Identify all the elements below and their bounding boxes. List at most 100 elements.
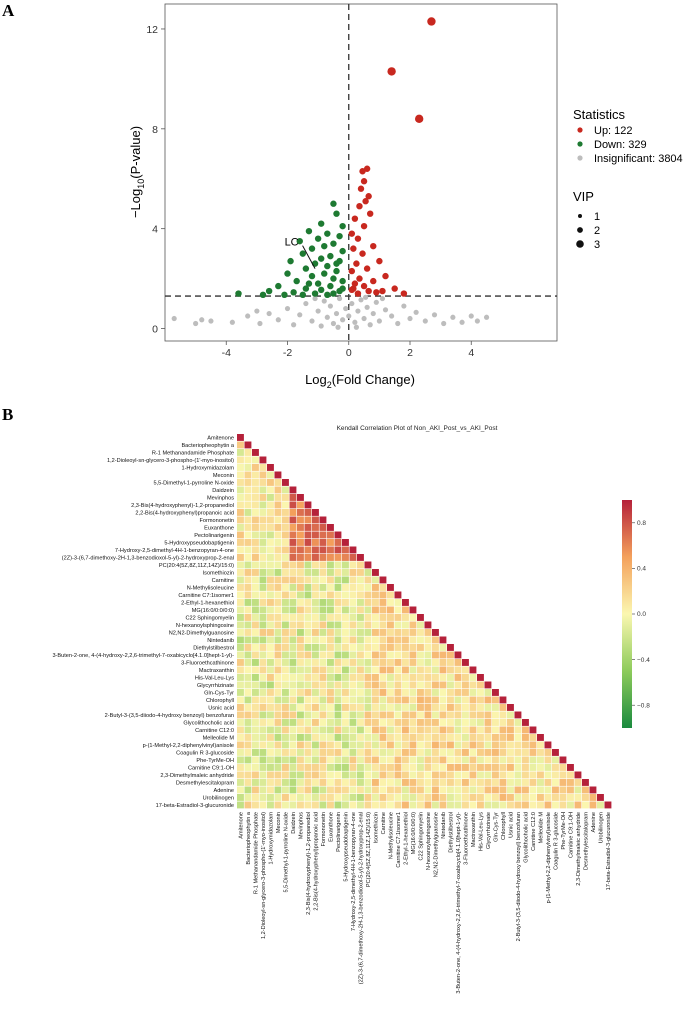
heatmap-cell bbox=[297, 651, 304, 659]
heatmap-cell bbox=[582, 779, 589, 786]
heatmap-column-label: Carnitine bbox=[381, 812, 387, 834]
point-down bbox=[265, 287, 273, 295]
heatmap-cell bbox=[387, 674, 394, 681]
heatmap-cell bbox=[372, 569, 379, 576]
heatmap-cell bbox=[499, 749, 507, 756]
heatmap-cell bbox=[454, 741, 462, 749]
point-down bbox=[324, 262, 331, 270]
heatmap-cell bbox=[259, 689, 267, 696]
heatmap-cell bbox=[342, 554, 349, 561]
legend-swatch bbox=[577, 155, 583, 161]
vip-legend: VIP 123 bbox=[573, 189, 600, 251]
heatmap-cell bbox=[297, 599, 304, 606]
heatmap-cell bbox=[319, 621, 327, 629]
heatmap-cell bbox=[379, 726, 387, 734]
heatmap-cell bbox=[327, 569, 334, 576]
heatmap-cell bbox=[282, 651, 289, 659]
heatmap-cell bbox=[439, 651, 447, 659]
heatmap-cell bbox=[432, 711, 439, 719]
point-insignificant bbox=[376, 318, 382, 324]
heatmap-cell bbox=[424, 711, 432, 719]
heatmap-cell bbox=[499, 779, 507, 786]
heatmap-cell bbox=[289, 531, 297, 539]
heatmap-cell bbox=[252, 449, 259, 456]
heatmap-cell bbox=[327, 584, 334, 591]
heatmap-cell bbox=[252, 629, 259, 636]
heatmap-cell bbox=[402, 674, 409, 681]
heatmap-cell bbox=[289, 651, 297, 659]
heatmap-row-label: N-Methylisoleucine bbox=[187, 586, 234, 592]
heatmap-cell bbox=[394, 771, 402, 779]
heatmap-cell bbox=[274, 494, 282, 501]
point-insignificant bbox=[483, 314, 490, 320]
heatmap-cell bbox=[274, 591, 282, 599]
heatmap-cell bbox=[409, 696, 417, 704]
point-up bbox=[427, 17, 436, 26]
heatmap-cell bbox=[244, 644, 252, 651]
heatmap-cell bbox=[237, 726, 244, 734]
heatmap-cell bbox=[267, 636, 274, 644]
heatmap-cell bbox=[297, 764, 304, 771]
heatmap-cell bbox=[514, 734, 522, 741]
heatmap-cell bbox=[574, 801, 582, 809]
point-insignificant bbox=[257, 320, 263, 327]
heatmap-cell bbox=[304, 569, 312, 576]
point-insignificant bbox=[343, 305, 349, 312]
heatmap-cell bbox=[499, 704, 507, 711]
heatmap-cell bbox=[402, 749, 409, 756]
heatmap-cell bbox=[379, 674, 387, 681]
point-down bbox=[317, 220, 325, 227]
heatmap-cell bbox=[327, 636, 334, 644]
heatmap-cell bbox=[319, 719, 327, 726]
heatmap-cell bbox=[334, 584, 342, 591]
y-tick-label: 12 bbox=[146, 24, 158, 36]
heatmap-cell bbox=[289, 756, 297, 764]
heatmap-cell bbox=[454, 786, 462, 794]
heatmap-cell bbox=[379, 696, 387, 704]
x-tick-label: -4 bbox=[222, 347, 231, 359]
heatmap-cell bbox=[237, 524, 244, 531]
vip-legend-title: VIP bbox=[573, 189, 594, 204]
heatmap-cell bbox=[409, 749, 417, 756]
point-up bbox=[356, 275, 363, 282]
heatmap-cell bbox=[349, 794, 357, 801]
heatmap-cell bbox=[387, 636, 394, 644]
point-insignificant bbox=[349, 300, 355, 307]
heatmap-cell bbox=[409, 794, 417, 801]
heatmap-column-label: Usnic acid bbox=[508, 812, 514, 838]
heatmap-cell bbox=[252, 561, 259, 569]
point-down bbox=[327, 252, 334, 260]
heatmap-cell bbox=[417, 696, 424, 704]
heatmap-cell bbox=[372, 726, 379, 734]
heatmap-cell bbox=[409, 666, 417, 674]
heatmap-cell bbox=[357, 561, 364, 569]
heatmap-cell bbox=[274, 479, 282, 486]
heatmap-cell bbox=[499, 741, 507, 749]
x-tick-label: 2 bbox=[407, 347, 413, 359]
heatmap-cell bbox=[507, 704, 514, 711]
heatmap-cell bbox=[237, 659, 244, 666]
heatmap-cell bbox=[484, 771, 492, 779]
heatmap-cell bbox=[312, 546, 319, 554]
heatmap-cell bbox=[319, 554, 327, 561]
heatmap-cell bbox=[282, 779, 289, 786]
heatmap-cell bbox=[439, 771, 447, 779]
heatmap-cell bbox=[522, 726, 529, 734]
heatmap-cell bbox=[357, 704, 364, 711]
heatmap-cell bbox=[304, 644, 312, 651]
heatmap-cell bbox=[394, 764, 402, 771]
heatmap-cell bbox=[312, 741, 319, 749]
heatmap-cell bbox=[349, 546, 357, 554]
heatmap-cell bbox=[387, 771, 394, 779]
point-insignificant bbox=[254, 308, 260, 314]
heatmap-row-label: Euxanthone bbox=[204, 526, 234, 532]
heatmap-row-label: Coagulin R 3-glucoside bbox=[176, 751, 234, 757]
heatmap-cell bbox=[342, 741, 349, 749]
heatmap-cell bbox=[357, 779, 364, 786]
heatmap-cell bbox=[342, 786, 349, 794]
point-down bbox=[330, 290, 337, 297]
heatmap-cell bbox=[312, 554, 319, 561]
heatmap-column-label: C22 Sphingomyelin bbox=[418, 812, 424, 861]
heatmap-cell bbox=[259, 591, 267, 599]
